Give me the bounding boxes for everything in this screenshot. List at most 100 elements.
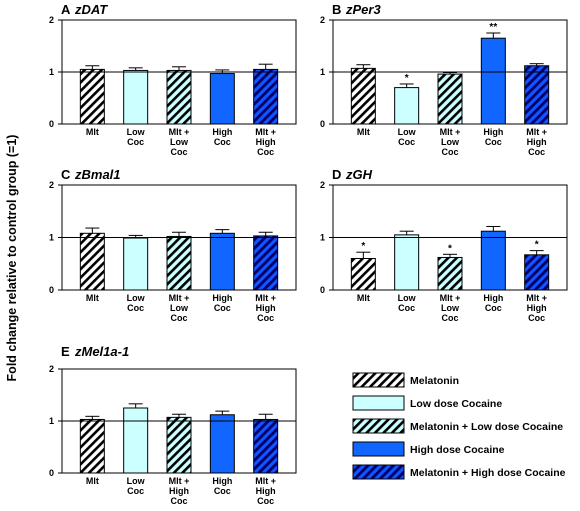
legend-item-mlt-low: Melatonin + Low dose Cocaine — [352, 418, 563, 434]
y-tick-label: 0 — [320, 119, 325, 129]
bar-high — [209, 414, 235, 474]
legend-item-high: High dose Cocaine — [352, 441, 505, 457]
x-category-label: Low Coc — [398, 293, 417, 313]
x-category-label: Mlt + High Coc — [169, 476, 190, 506]
significance-marker: * — [405, 73, 409, 84]
bar-low — [123, 407, 149, 474]
bar-mlt-low — [166, 235, 192, 291]
legend-label: High dose Cocaine — [410, 444, 505, 456]
panel-gene-title: zGH — [345, 167, 373, 182]
bar-low — [123, 237, 149, 291]
legend-label: Low dose Cocaine — [410, 398, 502, 410]
bar-high — [480, 230, 506, 291]
bar-high — [480, 37, 506, 125]
x-category-label: Mlt + High Coc — [255, 293, 276, 323]
x-category-label: High Coc — [212, 293, 232, 313]
x-category-label: High Coc — [212, 476, 232, 496]
panel-letter: D — [332, 167, 341, 182]
x-category-label: Low Coc — [127, 293, 146, 313]
y-tick-label: 0 — [320, 285, 325, 295]
x-category-label: High Coc — [483, 293, 503, 313]
bar-mlt-high — [524, 254, 550, 291]
panel-letter: C — [61, 167, 71, 182]
bar-mlt-high — [253, 68, 279, 125]
y-tick-label: 1 — [320, 233, 325, 243]
bar-high — [209, 73, 235, 125]
x-category-label: Low Coc — [398, 127, 417, 147]
y-tick-label: 2 — [320, 180, 325, 190]
legend-item-low: Low dose Cocaine — [352, 395, 502, 411]
legend-swatch — [352, 464, 405, 480]
x-category-label: Mlt — [86, 293, 99, 303]
bar-mlt — [79, 68, 105, 125]
legend-label: Melatonin — [410, 375, 459, 387]
x-category-label: Mlt — [357, 127, 370, 137]
y-tick-label: 2 — [320, 15, 325, 25]
y-tick-label: 2 — [49, 15, 54, 25]
y-tick-label: 0 — [49, 285, 54, 295]
legend-label: Melatonin + High dose Cocaine — [410, 467, 566, 479]
x-category-label: Mlt + High Coc — [255, 127, 276, 157]
significance-marker: * — [361, 241, 365, 252]
bar-mlt-low — [437, 73, 463, 125]
significance-marker: ** — [489, 22, 497, 33]
bar-mlt-high — [253, 418, 279, 474]
x-category-label: Mlt + Low Coc — [440, 293, 461, 323]
panel-gene-title: zPer3 — [345, 2, 381, 17]
bar-mlt — [79, 418, 105, 474]
y-tick-label: 1 — [320, 67, 325, 77]
x-category-label: Mlt — [357, 293, 370, 303]
bar-high — [209, 232, 235, 291]
legend-swatch — [352, 372, 405, 388]
bar-low — [123, 69, 149, 125]
panel-letter: A — [61, 2, 71, 17]
legend-label: Melatonin + Low dose Cocaine — [410, 421, 563, 433]
y-tick-label: 2 — [49, 180, 54, 190]
x-category-label: Mlt + Low Coc — [169, 293, 190, 323]
bar-mlt — [350, 258, 376, 291]
legend-item-mlt: Melatonin — [352, 372, 459, 388]
y-tick-label: 1 — [49, 67, 54, 77]
y-tick-label: 1 — [49, 416, 54, 426]
x-category-label: Low Coc — [127, 127, 146, 147]
panel-gene-title: zMel1a-1 — [74, 344, 129, 359]
bar-mlt — [79, 232, 105, 291]
y-tick-label: 0 — [49, 119, 54, 129]
bar-mlt — [350, 67, 376, 125]
x-category-label: High Coc — [483, 127, 503, 147]
x-category-label: High Coc — [212, 127, 232, 147]
x-category-label: Mlt + High Coc — [255, 476, 276, 506]
significance-marker: * — [448, 243, 452, 254]
bar-mlt-high — [253, 235, 279, 291]
bar-low — [394, 234, 420, 291]
x-category-label: Mlt + Low Coc — [169, 127, 190, 157]
y-tick-label: 2 — [49, 364, 54, 374]
y-axis-label: Fold change relative to control group (=… — [5, 135, 19, 382]
legend-swatch — [352, 395, 405, 411]
x-category-label: Mlt + Low Coc — [440, 127, 461, 157]
panel-gene-title: zBmal1 — [74, 167, 121, 182]
bar-low — [394, 87, 420, 125]
bar-mlt-low — [166, 416, 192, 474]
legend-swatch — [352, 441, 405, 457]
y-tick-label: 0 — [49, 468, 54, 478]
legend-swatch — [352, 418, 405, 434]
x-category-label: Mlt — [86, 127, 99, 137]
bar-mlt-high — [524, 65, 550, 125]
y-tick-label: 1 — [49, 233, 54, 243]
x-category-label: Low Coc — [127, 476, 146, 496]
legend-item-mlt-high: Melatonin + High dose Cocaine — [352, 464, 566, 480]
x-category-label: Mlt — [86, 476, 99, 486]
bar-mlt-low — [166, 69, 192, 125]
bar-mlt-low — [437, 256, 463, 291]
x-category-label: Mlt + High Coc — [526, 293, 547, 323]
x-category-label: Mlt + High Coc — [526, 127, 547, 157]
legend: Melatonin Low dose Cocaine Melatonin + Low… — [352, 372, 566, 480]
significance-marker: * — [535, 240, 539, 251]
